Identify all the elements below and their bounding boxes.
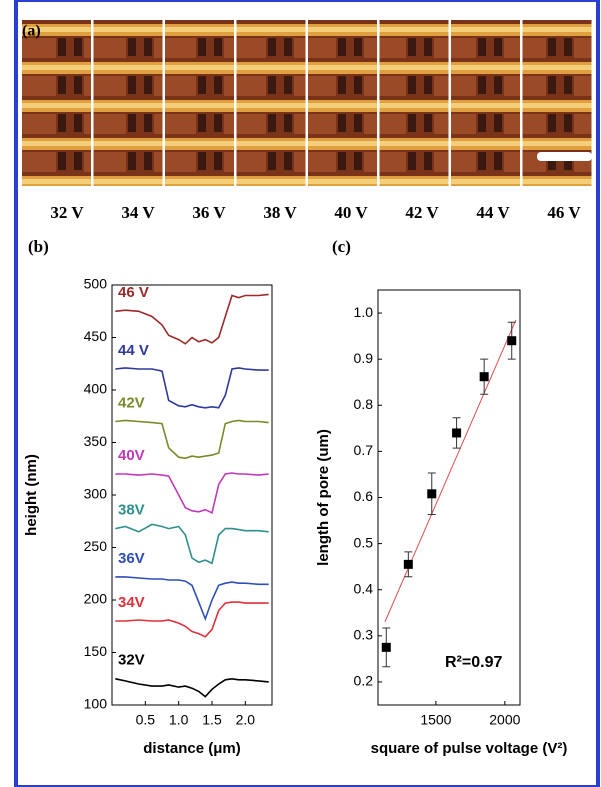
micrograph [22,20,91,186]
x-tick-label: 2.0 [236,712,256,728]
series-label: 40V [118,447,145,464]
micrograph [165,20,234,186]
x-tick-label: 1500 [420,712,451,728]
micrograph [308,20,377,186]
figure: (a) 32 V 34 V 36 V 38 V 40 V 42 V 44 V 46 V 0.5 1… [0,0,601,787]
x-tick-label: 1.5 [202,712,222,728]
voltage-label: 36 V [192,203,226,222]
micrograph [523,20,592,186]
series-label: 46 V [118,284,149,301]
series-label: 32V [118,652,145,669]
point [480,372,489,381]
scale-bar [537,152,592,161]
point [507,336,516,345]
y-tick-label: 0.3 [354,627,374,643]
x-tick-label: 0.5 [136,712,156,728]
point [404,560,413,569]
voltage-label: 34 V [121,203,155,222]
y-axis-title: height (nm) [23,454,40,536]
plot-area [378,290,520,705]
panel-label: (a) [22,23,41,40]
voltage-label: 38 V [263,203,297,222]
series-label: 42V [118,394,145,411]
micrograph [451,20,520,186]
profile-line [115,679,268,697]
micrograph [380,20,449,186]
voltage-label: 32 V [50,203,84,222]
y-axis-title: length of pore (um) [315,429,332,566]
annotation: R²=0.97 [445,654,502,671]
micrographs [22,20,592,186]
x-axis-title: square of pulse voltage (V²) [371,740,568,757]
y-tick-label: 150 [84,643,108,659]
y-tick-label: 100 [84,696,108,712]
series-label: 36V [118,550,145,567]
panel-label: (b) [28,237,49,256]
x-tick-label: 1.0 [169,712,189,728]
y-tick-label: 250 [84,538,108,554]
y-tick-label: 0.2 [354,673,374,689]
profile-line [115,294,268,343]
y-tick-label: 0.5 [354,534,374,550]
series-label: 44 V [118,342,149,359]
x-axis-title: distance (μm) [143,740,241,757]
y-tick-label: 200 [84,591,108,607]
series-label: 34V [118,594,145,611]
x-tick-label: 2000 [489,712,520,728]
y-tick-label: 0.6 [354,488,374,504]
y-tick-label: 0.7 [354,442,374,458]
panel-label: (c) [332,237,351,256]
point [427,489,436,498]
y-tick-label: 500 [84,276,108,292]
y-tick-label: 450 [84,328,108,344]
y-tick-label: 400 [84,381,108,397]
micrograph [237,20,306,186]
voltage-label: 42 V [405,203,439,222]
point [382,643,391,652]
y-tick-label: 0.9 [354,350,374,366]
series-label: 38V [118,502,145,519]
y-tick-label: 300 [84,486,108,502]
y-tick-label: 350 [84,433,108,449]
point [452,428,461,437]
voltage-label: 44 V [476,203,510,222]
voltage-label: 46 V [547,203,581,222]
y-tick-label: 0.8 [354,396,374,412]
voltage-label: 40 V [334,203,368,222]
micrograph [94,20,163,186]
y-tick-label: 1.0 [354,304,374,320]
y-tick-label: 0.4 [354,580,374,596]
